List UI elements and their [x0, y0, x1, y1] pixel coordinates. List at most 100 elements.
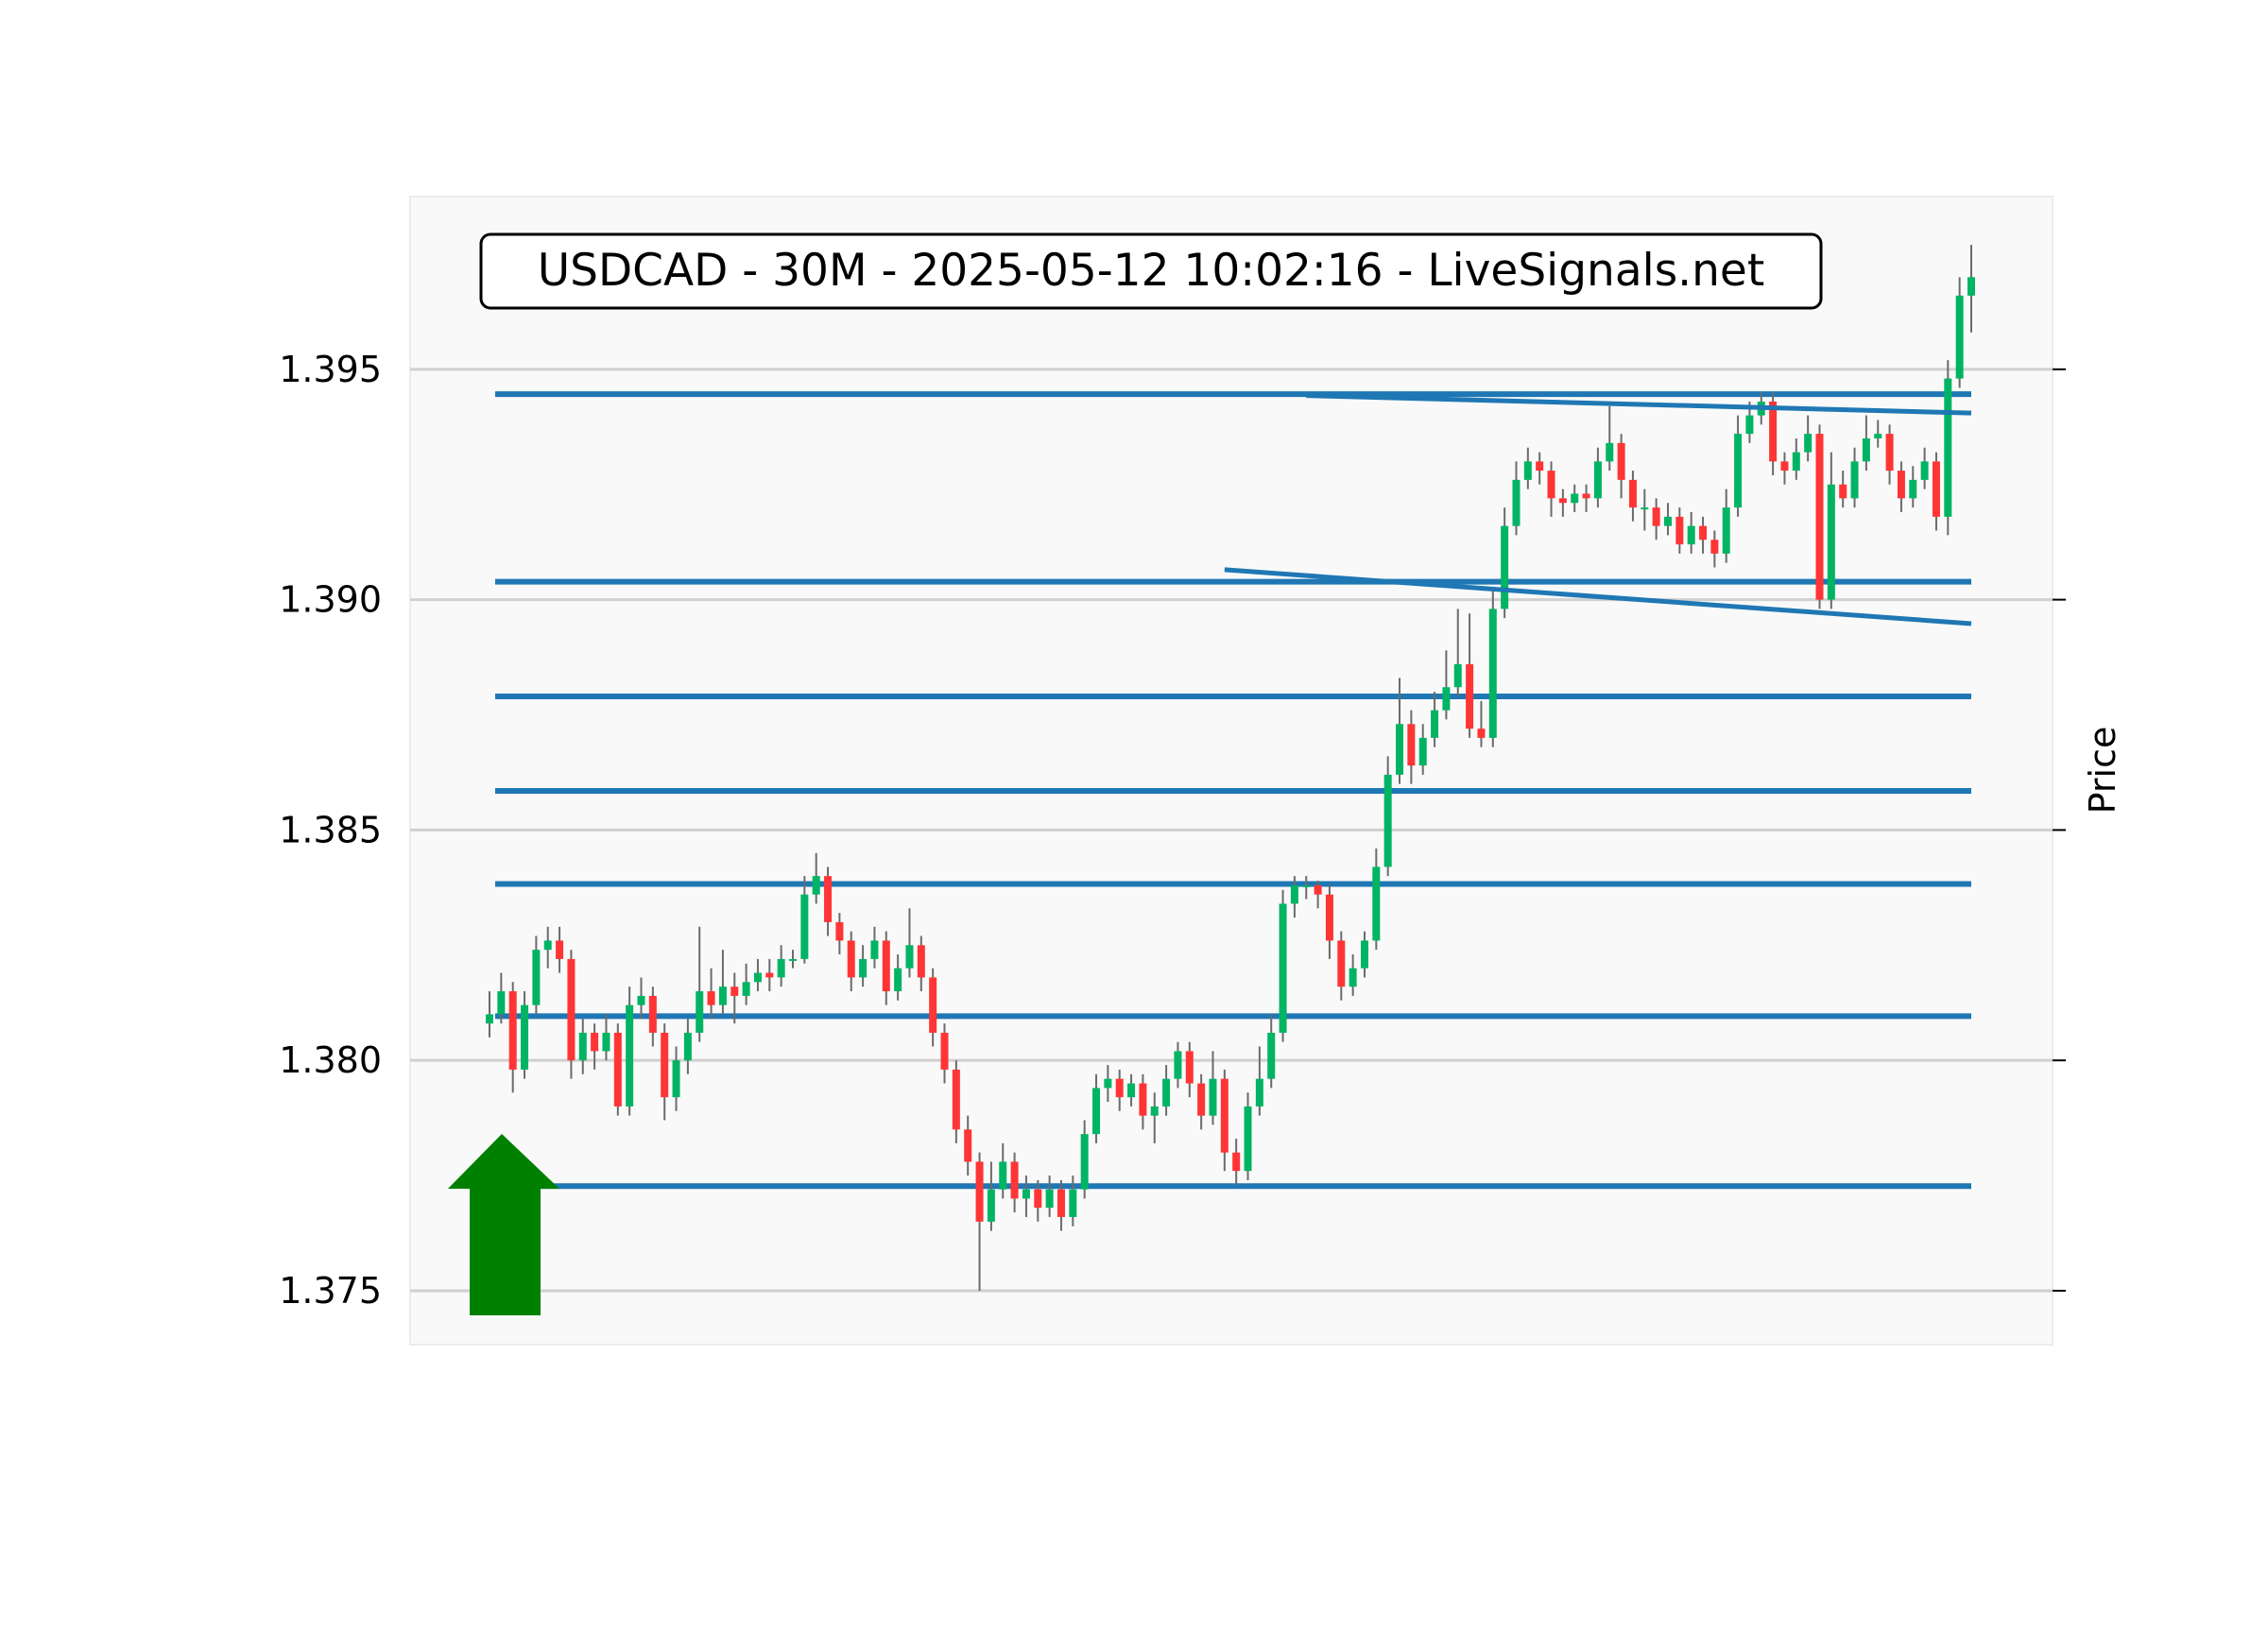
candle-up — [497, 991, 506, 1015]
candle-up — [1593, 461, 1602, 499]
candle-down — [824, 876, 833, 922]
candle-down — [591, 1032, 599, 1052]
candle-up — [742, 982, 750, 996]
candle-up — [1069, 1189, 1077, 1217]
candle-up — [1209, 1078, 1217, 1116]
candle-up — [578, 1032, 587, 1061]
candle-up — [1431, 710, 1439, 738]
candle-down — [917, 945, 925, 978]
candle-up — [905, 945, 914, 969]
candle-up — [1267, 1032, 1276, 1079]
candle-down — [661, 1032, 669, 1098]
candle-down — [847, 940, 855, 978]
candles — [486, 245, 1975, 1291]
y-tick-label: 1.395 — [279, 349, 382, 390]
grid-lines — [410, 368, 2053, 1293]
candle-down — [1034, 1189, 1042, 1209]
candle-down — [1675, 516, 1684, 545]
candle-up — [1162, 1078, 1171, 1107]
candle-up — [870, 940, 879, 959]
candle-up — [987, 1189, 995, 1222]
trend-lines — [1224, 393, 1972, 626]
candle-up — [777, 958, 785, 978]
candle-down — [1699, 525, 1708, 540]
candle-down — [1628, 479, 1637, 508]
candle-down — [940, 1032, 949, 1070]
candle-up — [1641, 507, 1649, 510]
y-tick-label: 1.385 — [279, 809, 382, 850]
candle-up — [1104, 1078, 1112, 1089]
candle-up — [1418, 737, 1427, 766]
candle-down — [1617, 442, 1625, 480]
candle-down — [975, 1161, 984, 1222]
candle-up — [1512, 479, 1521, 526]
candle-up — [602, 1032, 610, 1052]
candle-up — [812, 876, 820, 895]
candle-up — [1523, 461, 1532, 480]
candle-up — [486, 1014, 493, 1024]
y-axis-label: Price — [2082, 727, 2123, 815]
candle-down — [1547, 471, 1555, 499]
candle-up — [1279, 903, 1287, 1033]
candle-up — [683, 1032, 692, 1061]
candle-up — [1663, 516, 1672, 526]
candle-up — [1290, 884, 1298, 904]
candle-up — [789, 958, 798, 961]
candle-down — [1010, 1161, 1019, 1199]
candle-up — [1944, 378, 1952, 517]
candle-down — [1057, 1189, 1065, 1217]
y-tick-label: 1.380 — [279, 1039, 382, 1081]
candle-up — [753, 972, 762, 983]
candle-up — [1909, 479, 1917, 499]
candle-up — [1045, 1189, 1054, 1209]
candle-down — [1185, 1051, 1194, 1084]
candle-up — [718, 987, 727, 1005]
candle-up — [1734, 434, 1743, 508]
candle-down — [1652, 507, 1660, 526]
candle-down — [1337, 940, 1346, 987]
trend-line — [1224, 567, 1972, 626]
candle-down — [1220, 1078, 1228, 1153]
candle-down — [765, 972, 774, 978]
candle-up — [1967, 277, 1975, 296]
candle-up — [1150, 1106, 1159, 1116]
candle-up — [1442, 687, 1451, 711]
candle-down — [1769, 401, 1778, 462]
candle-up — [1827, 484, 1835, 600]
candle-up — [1383, 774, 1392, 867]
candle-up — [1745, 415, 1754, 435]
candle-up — [1127, 1083, 1136, 1098]
candle-up — [532, 950, 541, 1005]
candle-down — [1466, 663, 1474, 729]
candle-up — [1687, 525, 1695, 545]
candle-up — [1804, 434, 1813, 453]
candle-down — [1780, 461, 1789, 472]
candle-up — [637, 995, 645, 1005]
candle-up — [1722, 507, 1730, 554]
candle-down — [1197, 1083, 1206, 1116]
candle-down — [567, 958, 576, 1061]
candle-up — [1080, 1134, 1089, 1190]
candle-up — [1874, 434, 1882, 438]
chart-title-box: USDCAD - 30M - 2025-05-12 10:02:16 - Liv… — [479, 232, 1823, 310]
candle-up — [1501, 525, 1509, 609]
candle-up — [1022, 1189, 1030, 1199]
candle-down — [882, 940, 890, 992]
candle-down — [1536, 461, 1544, 472]
candle-up — [1571, 493, 1579, 504]
candle-up — [1349, 968, 1357, 987]
candle-down — [1115, 1078, 1124, 1098]
candle-down — [1582, 493, 1590, 499]
candle-down — [952, 1069, 960, 1130]
candle-up — [1792, 452, 1800, 472]
candle-down — [648, 995, 657, 1033]
chart-title: USDCAD - 30M - 2025-05-12 10:02:16 - Liv… — [538, 245, 1765, 297]
candle-up — [1862, 438, 1870, 462]
y-tick-label: 1.390 — [279, 579, 382, 621]
candle-down — [1558, 498, 1567, 504]
candle-up — [1850, 461, 1859, 499]
candle-down — [929, 977, 937, 1033]
candle-down — [835, 921, 844, 941]
candle-down — [1839, 484, 1847, 499]
